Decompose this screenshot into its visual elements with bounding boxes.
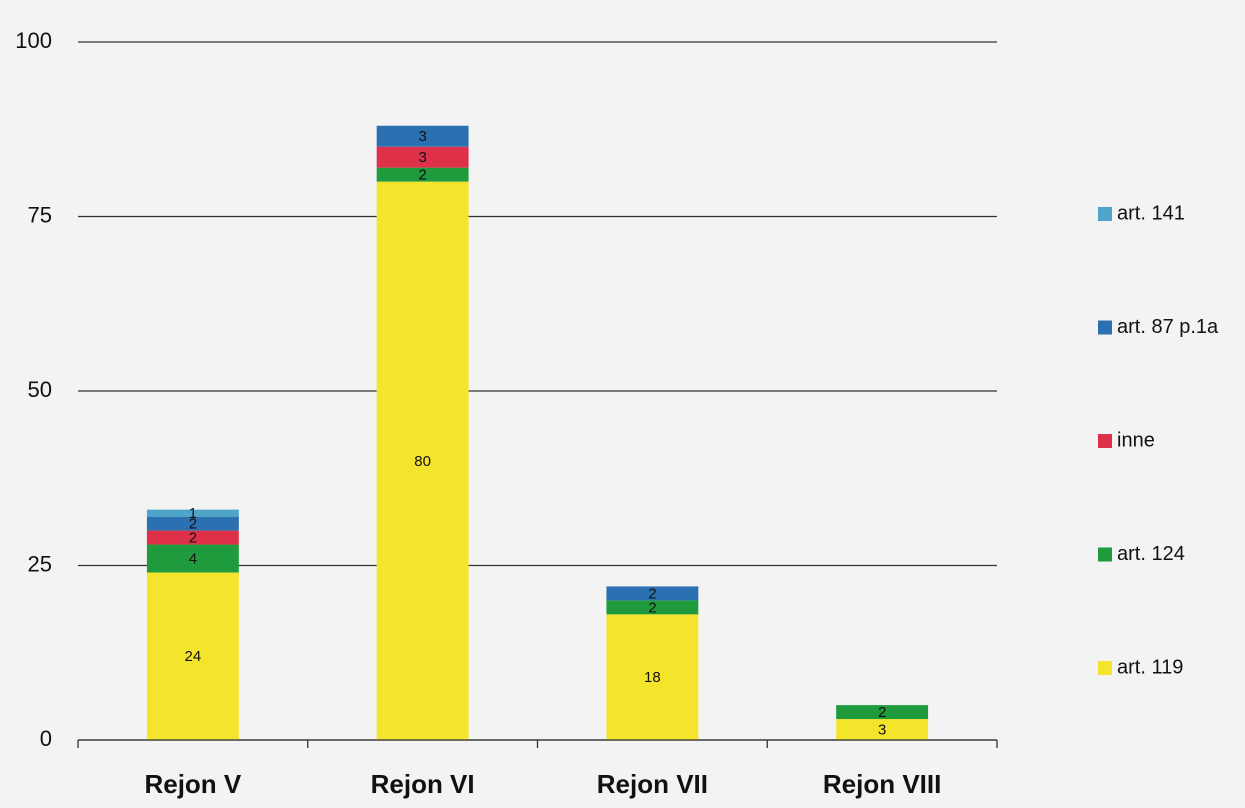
bar-segment — [146, 516, 239, 531]
bar-segment — [606, 614, 699, 740]
y-tick-label: 75 — [28, 202, 52, 227]
bar-segment — [376, 125, 469, 147]
data-label: 1 — [189, 505, 197, 522]
legend-swatch — [1098, 320, 1112, 335]
legend-swatch — [1098, 207, 1112, 221]
legend-label: art. 124 — [1117, 543, 1185, 565]
bar-segment — [376, 167, 469, 182]
x-tick-label: Rejon V — [144, 769, 241, 799]
bar-segment — [836, 705, 929, 720]
data-label: 2 — [189, 516, 197, 533]
legend-label: inne — [1117, 429, 1155, 451]
legend-label: art. 119 — [1117, 656, 1183, 678]
bar-segment — [376, 181, 469, 741]
y-tick-label: 0 — [40, 726, 52, 751]
data-label: 2 — [648, 585, 656, 602]
data-label: 3 — [878, 721, 886, 738]
data-label: 24 — [185, 648, 202, 665]
legend-swatch — [1098, 434, 1112, 448]
bar-segment — [606, 586, 699, 601]
y-tick-label: 50 — [28, 377, 52, 402]
data-label: 3 — [418, 149, 426, 166]
legend-label: art. 87 p.1a — [1117, 316, 1219, 338]
data-label: 18 — [644, 669, 661, 686]
bar-segment — [146, 544, 239, 573]
legend-label: art. 141 — [1117, 202, 1185, 224]
data-label: 2 — [648, 599, 656, 616]
bar-segment — [376, 146, 469, 168]
y-tick-label: 25 — [28, 551, 52, 576]
x-tick-label: Rejon VI — [371, 769, 475, 799]
bar-segment — [836, 719, 929, 740]
data-label: 2 — [878, 704, 886, 721]
bar-segment — [146, 509, 239, 517]
bar-segment — [146, 572, 239, 740]
legend-swatch — [1098, 661, 1112, 675]
legend-swatch — [1098, 547, 1112, 562]
data-label: 2 — [189, 530, 197, 547]
bar-segment — [146, 530, 239, 545]
y-tick-label: 100 — [15, 28, 52, 53]
x-tick-label: Rejon VII — [597, 769, 708, 799]
bar-segment — [606, 600, 699, 615]
x-tick-label: Rejon VIII — [823, 769, 941, 799]
data-label: 2 — [418, 167, 426, 184]
data-label: 3 — [418, 128, 426, 145]
data-label: 4 — [189, 550, 197, 567]
data-label: 80 — [414, 453, 431, 470]
